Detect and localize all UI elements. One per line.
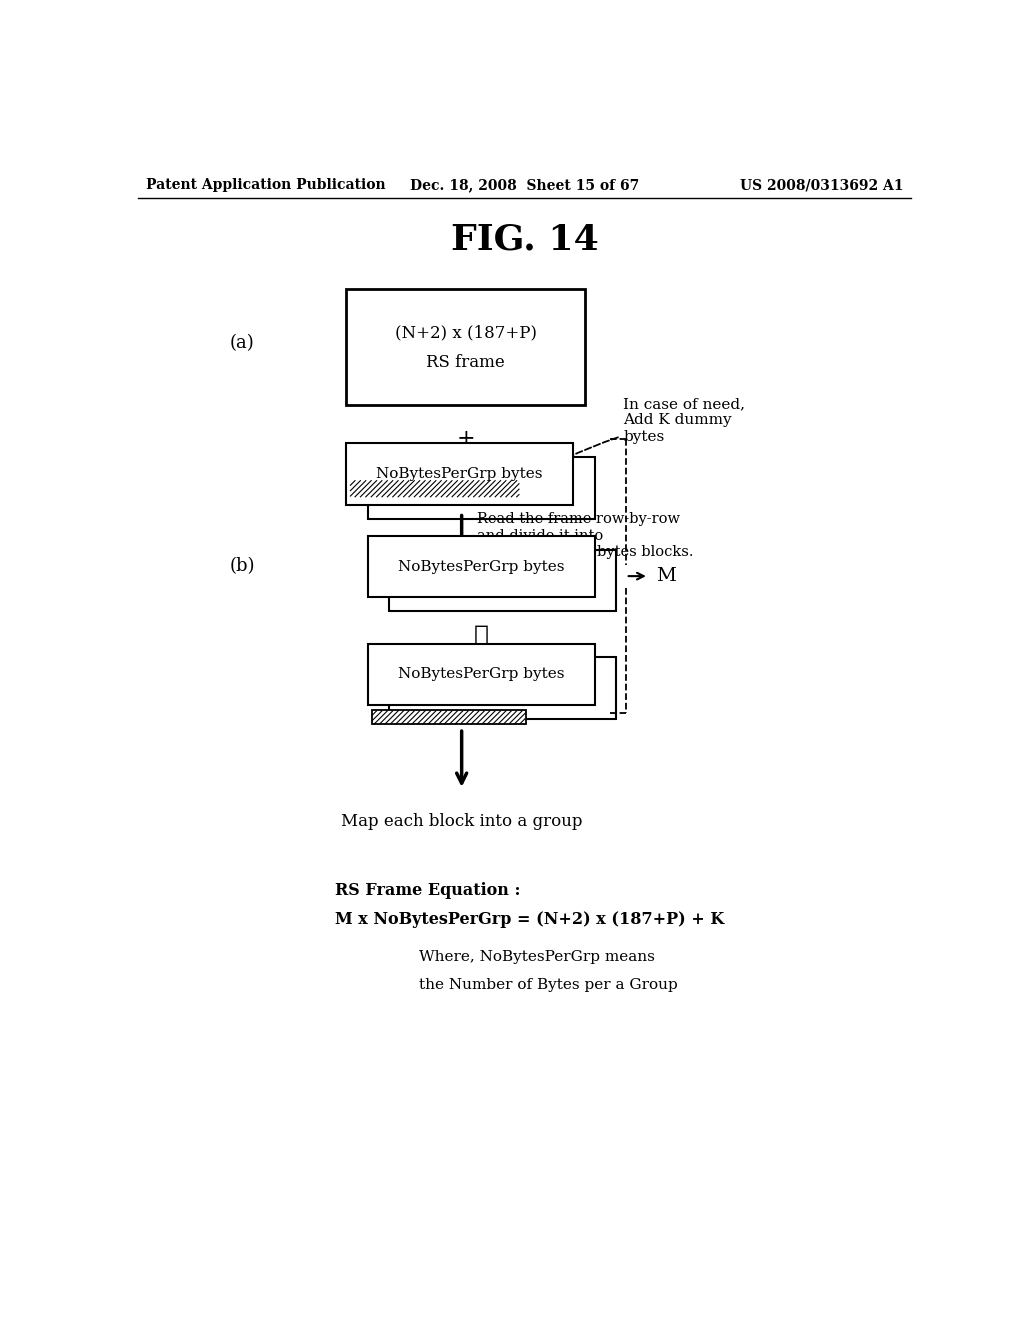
Bar (350, 480, 519, 498)
Text: ⋮: ⋮ (474, 624, 488, 647)
Text: (b): (b) (229, 557, 255, 576)
Bar (368, 644, 595, 705)
Bar (368, 457, 595, 519)
Bar (346, 444, 573, 506)
Bar (368, 536, 595, 598)
Text: Map each block into a group: Map each block into a group (341, 813, 583, 830)
Text: Dec. 18, 2008  Sheet 15 of 67: Dec. 18, 2008 Sheet 15 of 67 (411, 178, 639, 193)
Text: +: + (457, 429, 475, 450)
Text: Read the frame row-by-row
and divide it into
NoBytesPerGrp bytes blocks.: Read the frame row-by-row and divide it … (477, 512, 693, 558)
Bar (389, 657, 616, 719)
Text: US 2008/0313692 A1: US 2008/0313692 A1 (740, 178, 903, 193)
Text: FIG. 14: FIG. 14 (451, 222, 599, 256)
Text: NoBytesPerGrp bytes: NoBytesPerGrp bytes (398, 668, 564, 681)
Text: RS frame: RS frame (426, 354, 505, 371)
Bar (372, 710, 525, 725)
Bar (389, 549, 616, 611)
Text: M: M (656, 568, 676, 585)
Text: M x NoBytesPerGrp = (N+2) x (187+P) + K: M x NoBytesPerGrp = (N+2) x (187+P) + K (335, 911, 724, 928)
Text: the Number of Bytes per a Group: the Number of Bytes per a Group (419, 978, 678, 993)
Text: In case of need,
Add K dummy
bytes: In case of need, Add K dummy bytes (516, 397, 745, 486)
Text: (N+2) x (187+P): (N+2) x (187+P) (394, 325, 537, 342)
Text: (a): (a) (229, 334, 255, 352)
Text: NoBytesPerGrp bytes: NoBytesPerGrp bytes (377, 467, 543, 480)
Text: Patent Application Publication: Patent Application Publication (146, 178, 386, 193)
Bar (346, 289, 585, 405)
Text: Where, NoBytesPerGrp means: Where, NoBytesPerGrp means (419, 950, 655, 964)
Text: NoBytesPerGrp bytes: NoBytesPerGrp bytes (398, 560, 564, 573)
Text: RS Frame Equation :: RS Frame Equation : (335, 882, 520, 899)
